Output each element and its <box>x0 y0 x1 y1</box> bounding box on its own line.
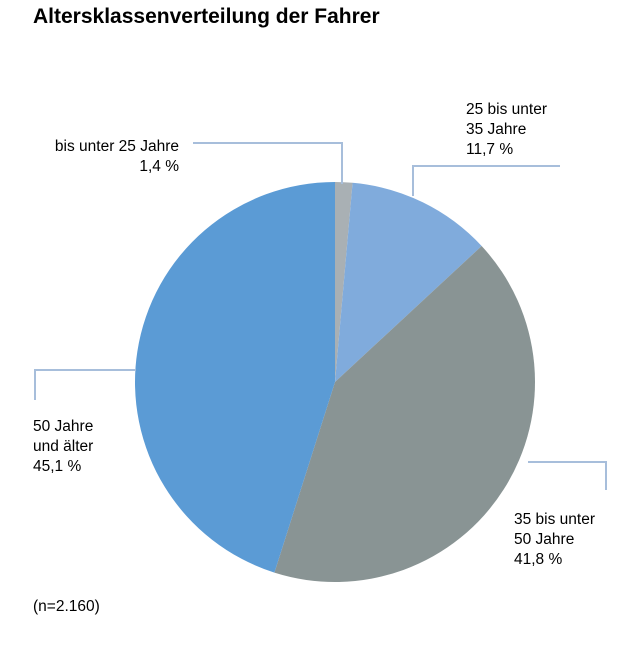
label-text: bis unter 25 Jahre <box>54 138 179 155</box>
slice-label-50-plus: 50 Jahre und älter 45,1 % <box>33 417 93 477</box>
chart-title: Altersklassenverteilung der Fahrer <box>33 5 380 28</box>
pie-slice-2 <box>274 246 536 583</box>
slice-label-25-35: 25 bis unter 35 Jahre 11,7 % <box>466 100 547 160</box>
pie-slice-3 <box>134 182 335 573</box>
leader-line-2 <box>528 461 607 490</box>
slice-label-under-25: bis unter 25 Jahre 1,4 % <box>33 137 179 177</box>
label-text: 35 Jahre <box>466 121 527 138</box>
label-text: 25 bis unter <box>466 101 547 118</box>
value-label: 41,8 % <box>514 551 563 568</box>
leader-line-3 <box>34 369 136 400</box>
slice-label-35-50: 35 bis unter 50 Jahre 41,8 % <box>514 510 595 570</box>
label-text: 50 Jahre <box>514 531 575 548</box>
label-text: und älter <box>33 438 94 455</box>
leader-line-1 <box>412 165 560 196</box>
label-text: 35 bis unter <box>514 511 595 528</box>
sample-size-note: (n=2.160) <box>33 598 100 615</box>
value-label: 45,1 % <box>33 458 82 475</box>
leader-line-0 <box>193 142 343 184</box>
label-text: 50 Jahre <box>33 418 94 435</box>
value-label: 1,4 % <box>139 158 179 175</box>
value-label: 11,7 % <box>466 141 514 158</box>
pie-slice-1 <box>335 182 482 382</box>
pie-slice-0 <box>335 182 353 382</box>
